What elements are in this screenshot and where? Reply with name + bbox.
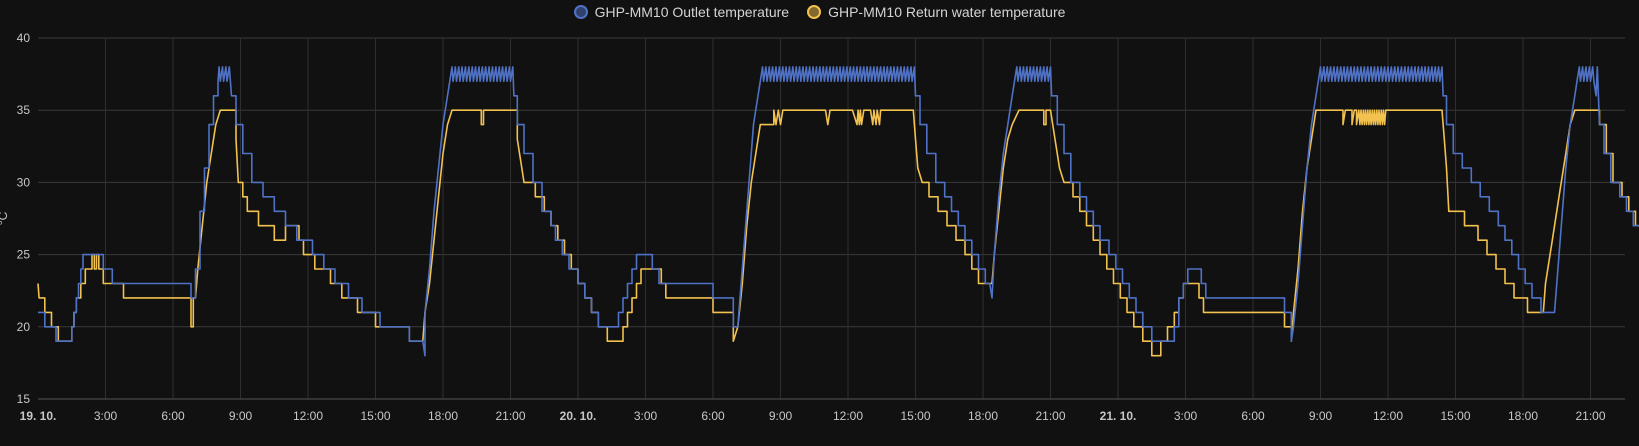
x-tick-label: 18:00 [1508,409,1538,423]
y-tick-label: 15 [17,392,31,406]
x-tick-label: 12:00 [833,409,863,423]
legend-label-outlet: GHP-MM10 Outlet temperature [594,4,790,20]
x-tick-label: 3:00 [634,409,658,423]
x-tick-label: 21. 10. [1100,409,1137,423]
y-tick-label: 30 [17,175,31,189]
legend: GHP-MM10 Outlet temperature GHP-MM10 Ret… [0,4,1639,20]
y-tick-label: 40 [17,31,31,45]
x-tick-label: 15:00 [1440,409,1470,423]
series-line-outlet [38,66,1639,357]
legend-item-return[interactable]: GHP-MM10 Return water temperature [807,4,1065,20]
x-tick-label: 9:00 [229,409,253,423]
x-tick-label: 15:00 [360,409,390,423]
legend-swatch-outlet [573,5,588,19]
x-tick-label: 21:00 [1575,409,1605,423]
x-tick-label: 12:00 [1373,409,1403,423]
x-tick-label: 21:00 [1035,409,1065,423]
x-tick-label: 9:00 [1309,409,1333,423]
y-tick-label: 25 [17,248,31,262]
x-tick-label: 19. 10. [20,409,57,423]
x-tick-label: 6:00 [701,409,725,423]
x-tick-label: 18:00 [428,409,458,423]
legend-item-outlet[interactable]: GHP-MM10 Outlet temperature [573,4,790,20]
x-tick-label: 3:00 [1174,409,1198,423]
x-tick-label: 9:00 [769,409,793,423]
x-tick-label: 3:00 [94,409,118,423]
y-tick-label: 35 [17,103,31,117]
x-tick-label: 20. 10. [560,409,597,423]
x-tick-label: 6:00 [161,409,185,423]
x-tick-label: 18:00 [968,409,998,423]
series-line-return [37,109,1639,357]
y-axis-label: °C [0,211,10,225]
legend-label-return: GHP-MM10 Return water temperature [828,4,1066,20]
y-tick-label: 20 [17,320,31,334]
x-tick-label: 12:00 [293,409,323,423]
x-tick-label: 6:00 [1241,409,1265,423]
x-tick-label: 21:00 [495,409,525,423]
legend-swatch-return [807,5,822,19]
x-tick-label: 15:00 [900,409,930,423]
